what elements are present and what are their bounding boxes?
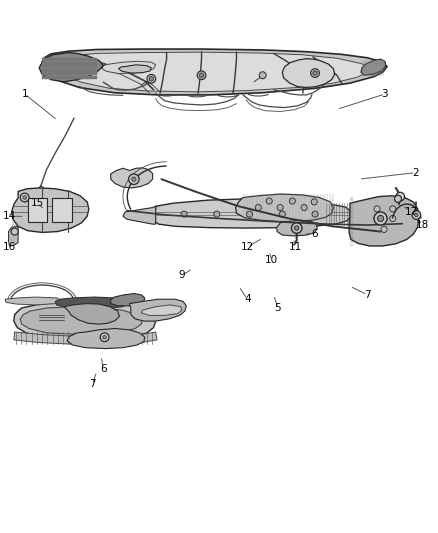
Text: 7: 7 — [89, 379, 95, 390]
Circle shape — [312, 211, 318, 217]
Text: 6: 6 — [100, 364, 106, 374]
Circle shape — [374, 212, 387, 225]
Text: 1: 1 — [21, 89, 28, 99]
Text: 16: 16 — [3, 242, 16, 252]
Polygon shape — [9, 227, 18, 246]
Circle shape — [390, 215, 396, 222]
Text: 4: 4 — [244, 294, 251, 304]
Polygon shape — [42, 72, 97, 74]
Circle shape — [149, 77, 153, 81]
Circle shape — [259, 72, 266, 79]
Polygon shape — [39, 53, 103, 82]
Polygon shape — [67, 328, 145, 349]
Polygon shape — [51, 52, 370, 92]
Circle shape — [301, 205, 307, 211]
Circle shape — [415, 213, 418, 217]
Circle shape — [266, 198, 272, 204]
Text: 5: 5 — [275, 303, 281, 313]
Circle shape — [197, 71, 206, 79]
Text: 17: 17 — [404, 207, 418, 217]
Polygon shape — [42, 76, 97, 77]
Text: 2: 2 — [412, 168, 419, 177]
Circle shape — [103, 335, 106, 339]
Circle shape — [132, 177, 136, 181]
Bar — [52, 198, 72, 222]
Text: 11: 11 — [289, 242, 302, 252]
Circle shape — [291, 223, 302, 233]
Bar — [28, 198, 47, 222]
Circle shape — [390, 206, 396, 212]
Polygon shape — [42, 60, 97, 61]
Polygon shape — [42, 62, 97, 63]
Circle shape — [100, 333, 109, 342]
Text: 6: 6 — [312, 229, 318, 239]
Circle shape — [396, 192, 405, 201]
Polygon shape — [41, 49, 387, 95]
Circle shape — [11, 228, 18, 235]
Circle shape — [147, 75, 155, 83]
Circle shape — [374, 206, 380, 212]
Circle shape — [395, 195, 402, 203]
Polygon shape — [14, 332, 157, 344]
Polygon shape — [152, 199, 350, 228]
Text: 18: 18 — [415, 220, 429, 230]
Circle shape — [23, 196, 26, 199]
Polygon shape — [42, 70, 97, 72]
Polygon shape — [42, 74, 97, 75]
Polygon shape — [349, 196, 419, 246]
Polygon shape — [130, 299, 186, 321]
Circle shape — [313, 71, 317, 75]
Polygon shape — [42, 65, 97, 67]
Circle shape — [199, 73, 204, 77]
Polygon shape — [283, 59, 335, 87]
Text: 10: 10 — [265, 255, 278, 265]
Circle shape — [279, 211, 286, 217]
Text: 3: 3 — [381, 89, 388, 99]
Circle shape — [311, 69, 319, 77]
Circle shape — [311, 199, 317, 205]
Text: 9: 9 — [179, 270, 185, 280]
Circle shape — [255, 205, 261, 211]
Polygon shape — [42, 67, 97, 68]
Text: 15: 15 — [31, 198, 44, 208]
Polygon shape — [119, 65, 151, 73]
Text: 12: 12 — [241, 242, 254, 252]
Polygon shape — [14, 302, 155, 341]
Polygon shape — [20, 306, 143, 334]
Polygon shape — [55, 297, 127, 309]
Circle shape — [214, 211, 220, 217]
Polygon shape — [236, 194, 333, 222]
Circle shape — [412, 211, 421, 220]
Polygon shape — [12, 188, 89, 232]
Circle shape — [294, 226, 299, 230]
Polygon shape — [141, 305, 182, 316]
Text: 14: 14 — [3, 211, 16, 221]
Circle shape — [381, 227, 387, 232]
Circle shape — [247, 211, 253, 217]
Polygon shape — [111, 294, 145, 306]
Polygon shape — [102, 61, 155, 74]
Circle shape — [181, 211, 187, 217]
Polygon shape — [123, 206, 155, 224]
Polygon shape — [361, 59, 386, 75]
Polygon shape — [42, 77, 97, 79]
Polygon shape — [42, 69, 97, 70]
Circle shape — [20, 193, 29, 202]
Polygon shape — [277, 220, 317, 236]
Polygon shape — [5, 297, 60, 305]
Polygon shape — [111, 168, 152, 188]
Circle shape — [289, 198, 295, 204]
Circle shape — [378, 215, 384, 222]
Circle shape — [374, 215, 380, 222]
Polygon shape — [42, 58, 97, 60]
Text: 7: 7 — [364, 290, 371, 300]
Circle shape — [129, 174, 139, 184]
Polygon shape — [42, 63, 97, 65]
Polygon shape — [64, 304, 120, 324]
Circle shape — [277, 205, 283, 211]
